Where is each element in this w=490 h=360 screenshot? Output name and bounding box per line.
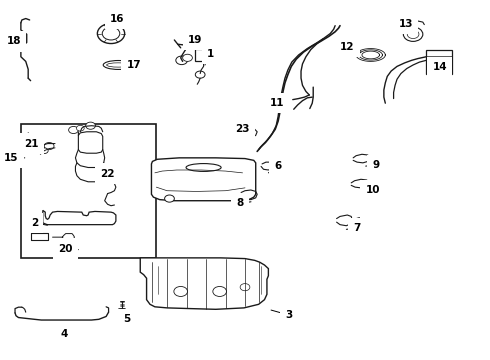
Circle shape xyxy=(235,195,245,202)
Ellipse shape xyxy=(186,163,221,171)
Text: 7: 7 xyxy=(346,223,361,233)
Polygon shape xyxy=(43,210,116,225)
Text: 4: 4 xyxy=(60,329,68,339)
Circle shape xyxy=(165,195,174,202)
Text: 2: 2 xyxy=(31,218,48,228)
Ellipse shape xyxy=(432,58,446,65)
Circle shape xyxy=(403,27,423,41)
Text: 22: 22 xyxy=(100,168,115,179)
Text: 3: 3 xyxy=(271,310,293,320)
Text: 17: 17 xyxy=(126,60,141,70)
Text: 14: 14 xyxy=(433,63,447,72)
Bar xyxy=(196,49,215,61)
Text: 9: 9 xyxy=(366,160,379,170)
Polygon shape xyxy=(151,158,256,201)
Bar xyxy=(426,50,452,74)
Polygon shape xyxy=(140,258,269,309)
Text: 19: 19 xyxy=(187,35,202,45)
Circle shape xyxy=(176,56,188,64)
Text: 11: 11 xyxy=(270,98,285,108)
Text: 1: 1 xyxy=(205,49,215,65)
Circle shape xyxy=(240,284,250,291)
Text: 10: 10 xyxy=(364,185,380,195)
Circle shape xyxy=(40,148,48,154)
Circle shape xyxy=(196,71,205,78)
Circle shape xyxy=(98,23,124,44)
Bar xyxy=(26,134,31,136)
Circle shape xyxy=(69,126,78,134)
Text: 5: 5 xyxy=(123,314,131,324)
Circle shape xyxy=(407,30,419,39)
Circle shape xyxy=(44,143,54,150)
Text: 6: 6 xyxy=(269,161,282,173)
Bar xyxy=(25,137,30,140)
Circle shape xyxy=(76,125,84,131)
Circle shape xyxy=(183,54,193,62)
Circle shape xyxy=(213,287,226,296)
Circle shape xyxy=(86,122,96,129)
Text: 20: 20 xyxy=(58,244,78,253)
Text: 12: 12 xyxy=(340,42,361,52)
Circle shape xyxy=(174,287,188,296)
Ellipse shape xyxy=(107,63,130,67)
Circle shape xyxy=(102,27,120,40)
Text: 23: 23 xyxy=(235,124,250,135)
Text: 18: 18 xyxy=(6,36,21,46)
Text: 8: 8 xyxy=(237,198,251,208)
Text: 15: 15 xyxy=(4,153,25,163)
Bar xyxy=(21,123,156,257)
Text: 13: 13 xyxy=(398,18,413,28)
Ellipse shape xyxy=(103,60,133,69)
Text: 16: 16 xyxy=(110,14,124,26)
Text: 21: 21 xyxy=(24,139,44,149)
